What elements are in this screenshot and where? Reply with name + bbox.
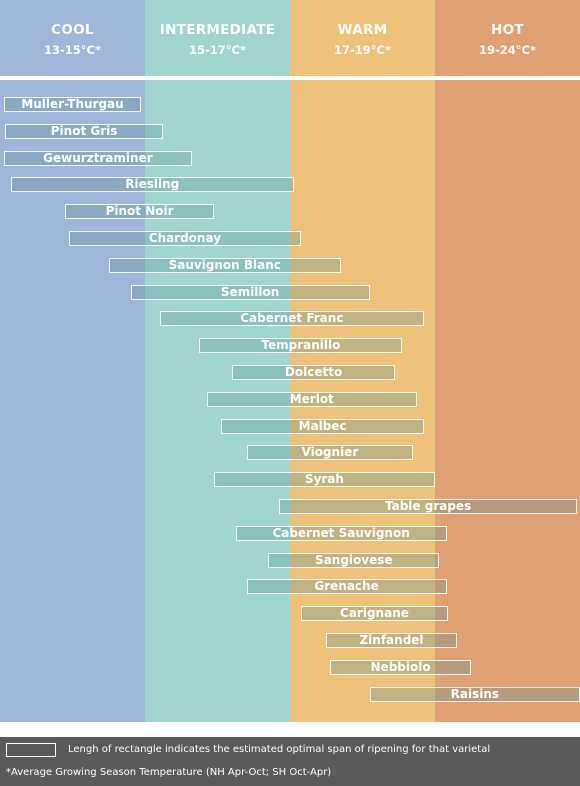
legend-footer: Lengh of rectangle indicates the estimat…: [0, 737, 580, 786]
zone-intermediate: [145, 0, 290, 722]
varietal-bar: Cabernet Sauvignon: [235, 525, 447, 541]
varietal-bar: Zinfandel: [326, 633, 457, 648]
varietal-bar: Chardonay: [68, 231, 301, 246]
zone-header-intermediate: INTERMEDIATE 15-17°C*: [145, 0, 290, 76]
varietal-bar: Gewurztraminer: [3, 150, 193, 166]
zone-header-warm: WARM 17-19°C*: [290, 0, 435, 76]
varietal-bar: Tempranillo: [199, 338, 403, 354]
varietal-bar: Dolcetto: [232, 365, 396, 380]
varietal-bar: Grenache: [246, 579, 447, 595]
varietal-bar: Table grapes: [279, 499, 578, 514]
zone-temperature: 17-19°C*: [334, 43, 391, 57]
zone-name: WARM: [337, 22, 388, 38]
varietal-bar: Syrah: [213, 472, 435, 488]
varietal-bar: Raisins: [369, 686, 580, 702]
footnote: *Average Growing Season Temperature (NH …: [6, 767, 332, 778]
zone-name: INTERMEDIATE: [159, 22, 276, 38]
legend-text: Lengh of rectangle indicates the estimat…: [68, 744, 491, 755]
zone-header-hot: HOT 19-24°C*: [435, 0, 580, 76]
varietal-bar: Viognier: [246, 445, 414, 461]
varietal-bar: Merlot: [206, 391, 417, 407]
zone-name: HOT: [491, 22, 524, 38]
varietal-bar: Riesling: [10, 177, 294, 193]
varietal-bar: Semillon: [130, 284, 370, 300]
zone-cool: [0, 0, 145, 722]
varietal-bar: Pinot Noir: [65, 204, 214, 220]
varietal-bar: Sauvignon Blanc: [108, 257, 341, 273]
zone-name: COOL: [51, 22, 94, 38]
legend-rectangle-sample: [6, 743, 56, 757]
varietal-bar: Sangiovese: [268, 552, 440, 568]
varietal-bar: Cabernet Franc: [159, 311, 425, 327]
zone-temperature: 15-17°C*: [189, 43, 246, 57]
varietal-bar: Pinot Gris: [5, 123, 164, 139]
zone-temperature: 13-15°C*: [44, 43, 101, 57]
varietal-bar: Carignane: [300, 606, 449, 622]
zone-hot: [435, 0, 580, 722]
zone-warm: [290, 0, 435, 722]
varietal-bar: Muller-Thurgau: [3, 97, 142, 112]
zone-temperature: 19-24°C*: [479, 43, 536, 57]
header-divider: [0, 76, 580, 80]
zone-header-cool: COOL 13-15°C*: [0, 0, 145, 76]
varietal-bar: Nebbiolo: [329, 659, 472, 675]
varietal-bar: Malbec: [221, 418, 425, 434]
